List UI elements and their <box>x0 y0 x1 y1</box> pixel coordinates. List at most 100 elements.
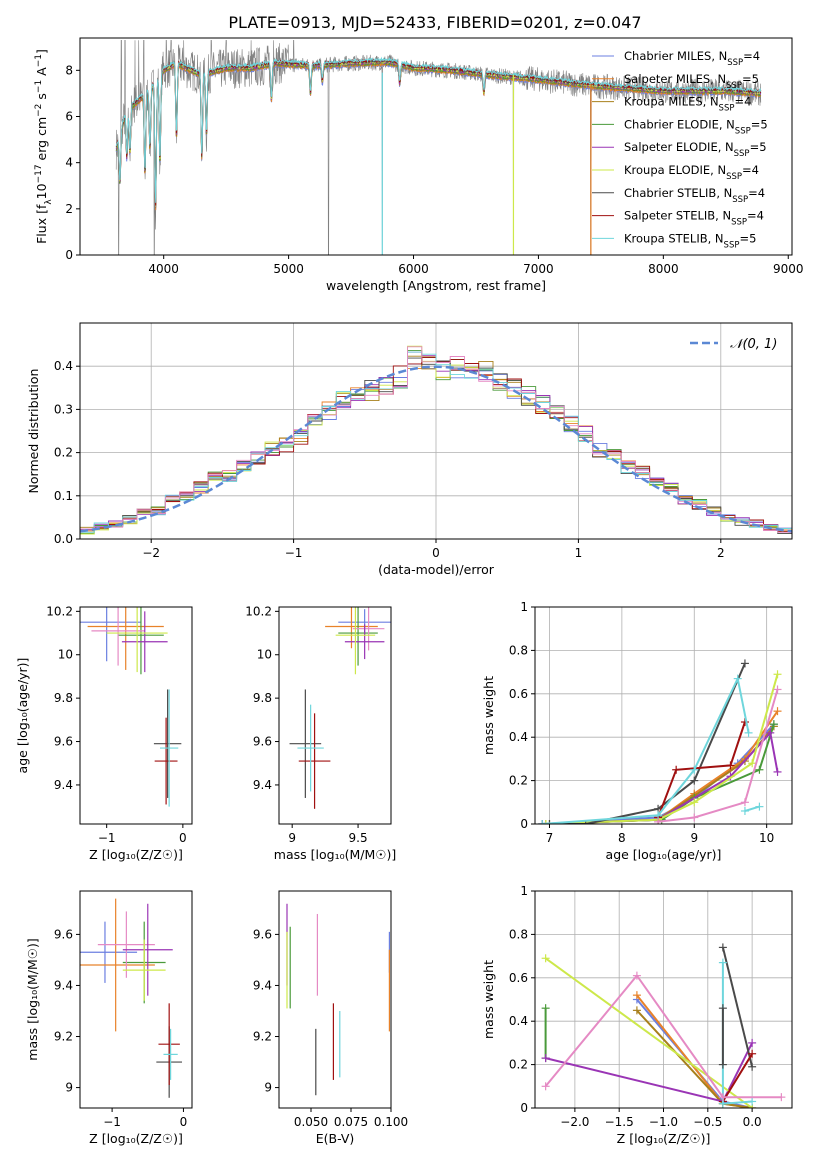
panel-mass-vs-ebv: 0.050 0.075 0.100 9 9.2 9.4 9.6 E(B-V) <box>253 890 408 1146</box>
y-axis-label: mass [log₁₀(M/M☉)] <box>25 938 40 1060</box>
y-tick-label: 9 <box>264 1081 272 1095</box>
legend-label: Kroupa STELIB, NSSP=5 <box>624 231 756 250</box>
data-point <box>87 607 164 670</box>
axes-frame <box>278 606 392 825</box>
data-point <box>122 939 166 1001</box>
y-tick-label: 0.8 <box>509 927 528 941</box>
weight-marker <box>744 728 753 737</box>
y-tick-label: 2 <box>65 202 73 216</box>
y-tick-label: 9.6 <box>253 927 272 941</box>
legend-label: Chabrier STELIB, NSSP=4 <box>624 186 765 205</box>
data-point <box>154 717 178 805</box>
weight-marker <box>672 765 681 774</box>
data-point <box>158 1003 180 1086</box>
x-tick-label: 0.075 <box>334 1115 368 1129</box>
weight-marker <box>541 1082 550 1091</box>
y-tick-label: 9 <box>65 1081 73 1095</box>
y-tick-label: 6 <box>65 109 73 123</box>
x-tick-label: 6000 <box>398 262 429 276</box>
figure-title: PLATE=0913, MJD=52433, FIBERID=0201, z=0… <box>228 13 641 32</box>
model-spectrum-line <box>115 56 762 203</box>
x-axis-label: age [log₁₀(age/yr)] <box>606 847 722 862</box>
y-tick-label: 0.0 <box>54 532 73 546</box>
weight-marker <box>740 798 749 807</box>
y-tick-label: 0.4 <box>509 1014 528 1028</box>
data-point <box>335 607 376 675</box>
weight-marker <box>690 765 699 774</box>
axes-frame <box>79 37 793 256</box>
y-tick-label: 9.2 <box>54 1030 73 1044</box>
data-point <box>163 1028 178 1080</box>
plot-area <box>80 898 183 1098</box>
y-tick-label: 0 <box>65 248 73 262</box>
weight-marker <box>718 1004 727 1013</box>
x-tick-label: 9.5 <box>349 831 368 845</box>
y-tick-label: 10.2 <box>245 604 272 618</box>
y-tick-label: 10 <box>257 648 272 662</box>
x-tick-label: 9 <box>690 831 698 845</box>
axes-frame <box>79 890 193 1109</box>
y-tick-label: 0.4 <box>509 730 528 744</box>
weight-marker <box>748 1062 757 1071</box>
y-tick-label: 9.6 <box>54 927 73 941</box>
y-tick-label: 9.2 <box>253 1030 272 1044</box>
weight-marker <box>748 759 757 768</box>
panel-mass-weight-vs-age: 7 8 9 10 0 0.2 0.4 0.6 0.8 1 age [log₁₀(age/yr)] ma… <box>481 600 793 862</box>
legend-label: Kroupa MILES, NSSP=4 <box>624 95 751 114</box>
weight-marker <box>690 798 699 807</box>
plot-area <box>538 659 782 824</box>
y-tick-label: 0.8 <box>509 643 528 657</box>
x-tick-label: 10 <box>759 831 774 845</box>
gaussian-curve <box>80 365 792 533</box>
weight-marker <box>769 720 778 729</box>
weight-marker <box>718 1060 727 1069</box>
data-point <box>153 689 182 798</box>
y-tick-label: 8 <box>65 63 73 77</box>
weight-marker <box>632 971 641 980</box>
weight-line <box>722 1053 753 1103</box>
weight-marker <box>718 943 727 952</box>
x-axis-label: Z [log₁₀(Z/Z☉)] <box>89 847 183 862</box>
weight-marker <box>740 659 749 668</box>
weight-marker <box>766 728 775 737</box>
panel-mass-weight-vs-Z: −2.0 −1.5 −1.0 −0.5 0.0 0 0.2 0.4 0.6 0.8 1 Z [log₁… <box>481 884 793 1146</box>
y-tick-label: 0 <box>520 1101 528 1115</box>
legend-label: Chabrier MILES, NSSP=4 <box>624 49 760 68</box>
weight-marker <box>541 1054 550 1063</box>
y-tick-label: 0.6 <box>509 971 528 985</box>
plot-area <box>289 607 391 809</box>
x-tick-label: −0.5 <box>693 1115 722 1129</box>
y-tick-label: 9.8 <box>54 691 73 705</box>
data-point <box>122 903 173 996</box>
x-axis-label: Z [log₁₀(Z/Z☉)] <box>617 1131 711 1146</box>
histogram-step <box>80 346 792 539</box>
x-tick-label: −2 <box>142 546 160 560</box>
y-tick-label: 9.6 <box>54 735 73 749</box>
x-tick-label: 0 <box>432 546 440 560</box>
data-point <box>118 607 164 675</box>
weight-marker <box>773 707 782 716</box>
weight-line <box>657 689 779 823</box>
y-tick-label: 0.3 <box>54 402 73 416</box>
data-point <box>160 689 179 807</box>
y-tick-label: 0.1 <box>54 489 73 503</box>
legend-label: Salpeter MILES, NSSP=5 <box>624 72 759 91</box>
panel-age-vs-mass: 9 9.5 9.4 9.6 9.8 10 10.2 mass [log₁₀(M/M☉)] <box>245 604 396 862</box>
weight-line <box>544 973 782 1099</box>
data-point <box>298 713 331 809</box>
data-point <box>344 624 385 660</box>
weight-marker <box>541 954 550 963</box>
x-tick-label: −1.5 <box>605 1115 634 1129</box>
weight-marker <box>777 1093 786 1102</box>
y-tick-label: 9.4 <box>54 978 73 992</box>
x-axis-label: (data-model)/error <box>378 562 495 577</box>
x-axis-label: wavelength [Angstrom, rest frame] <box>326 278 546 293</box>
panel-residual-histogram: −2 −1 0 1 2 0.0 0.1 0.2 0.3 0.4 (data-model)/error… <box>26 322 793 577</box>
model-spectrum-line <box>115 61 761 211</box>
x-tick-label: 8000 <box>648 262 679 276</box>
weight-marker <box>755 802 764 811</box>
weight-marker <box>748 1038 757 1047</box>
x-axis-label: Z [log₁₀(Z/Z☉)] <box>89 1131 183 1146</box>
x-tick-label: 0 <box>180 1115 188 1129</box>
